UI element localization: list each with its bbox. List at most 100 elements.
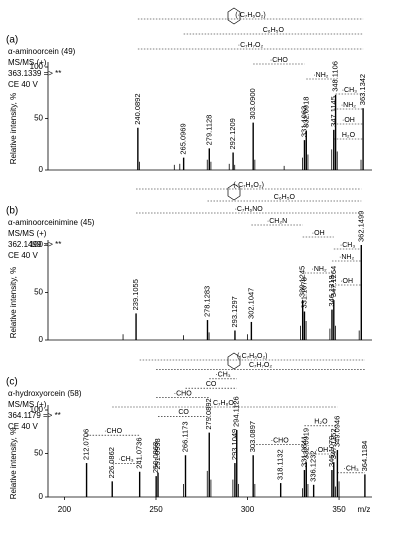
y-axis-title: Relative intensity, % — [9, 93, 18, 164]
peak-label: 303.0897 — [248, 421, 257, 452]
peak-label: 364.1184 — [360, 441, 369, 472]
compound-info: α-aminoorceinimine (45) — [8, 218, 95, 227]
panel-label: (c) — [6, 377, 18, 388]
compound-info: 363.1339 => ** — [8, 69, 61, 78]
compound-info: MS/MS (+) — [8, 400, 47, 409]
peak-label: 362.1499 — [356, 211, 365, 242]
peak-label: 293.1297 — [230, 296, 239, 327]
loss-label: ·NH₂ — [339, 254, 354, 261]
peak-label: 279.1128 — [204, 115, 213, 146]
compound-info: α-hydroxyorcein (58) — [8, 389, 82, 398]
compound-info: 362.1499 => ** — [8, 240, 61, 249]
peak-label: 331.1063 — [299, 106, 308, 137]
x-tick-label: 250 — [149, 505, 163, 514]
loss-label: C₆H₅O — [274, 194, 296, 201]
loss-label: C₆H₅O — [263, 27, 285, 34]
compound-info: MS/MS (+) — [8, 229, 47, 238]
loss-label: ·CH₂N — [267, 218, 287, 225]
compound-info: CE 40 V — [8, 80, 38, 89]
peak-label: 226.0862 — [107, 447, 116, 478]
loss-label: (·C₇H₆O₂) — [237, 353, 268, 360]
loss-label: H₂O — [314, 419, 328, 426]
loss-label: (·C₇H₆O₂) — [235, 12, 266, 19]
peak-label: 278.1283 — [202, 286, 211, 317]
peak-label: 240.0892 — [133, 93, 142, 124]
peak-label: 336.1232 — [309, 451, 318, 482]
compound-info: α-aminoorcein (49) — [8, 47, 76, 56]
peak-label: 293.1049 — [230, 429, 239, 460]
compound-info: 364.1179 => ** — [8, 411, 61, 420]
peak-label: 346.1318 — [327, 275, 336, 306]
y-tick-label: 0 — [39, 492, 44, 501]
loss-label: ·OH — [342, 117, 355, 124]
structure-icon — [227, 7, 241, 370]
loss-label: ·C₇H₆NO — [235, 206, 264, 213]
loss-label: C₇H₇O₂ — [249, 362, 272, 369]
y-tick-label: 50 — [34, 288, 43, 297]
peak-label: 250.0868 — [151, 442, 160, 473]
peak-label: 294.1126 — [232, 396, 241, 427]
peak-label: 265.0969 — [179, 123, 188, 154]
peak-label: 332.0918 — [301, 97, 310, 128]
x-tick-label: 200 — [58, 505, 72, 514]
loss-label: ·NH₂ — [341, 102, 356, 109]
panel-label: (b) — [6, 206, 18, 217]
loss-label: (·C₇H₆O₂) — [233, 182, 264, 189]
loss-label: ·CH₃ — [343, 466, 358, 473]
peak-label: 302.1047 — [246, 288, 255, 319]
loss-label: ·C₇H₇O₂ — [238, 42, 264, 49]
peak-label: 303.0900 — [248, 88, 257, 119]
y-axis-title: Relative intensity, % — [9, 267, 18, 338]
loss-label: ·CHO — [174, 390, 192, 397]
loss-label: ·CH₃ — [118, 456, 133, 463]
peak-label: 331.0841 — [299, 436, 308, 467]
compound-info: CE 40 V — [8, 422, 38, 431]
loss-label: ·CH₃ — [340, 242, 355, 249]
y-axis-title: Relative intensity, % — [9, 428, 18, 499]
y-tick-label: 100 — [30, 405, 44, 414]
y-tick-label: 100 — [30, 240, 44, 249]
peak-label: 292.1209 — [228, 118, 237, 149]
peak-label: 266.1173 — [180, 422, 189, 453]
panel-label: (a) — [6, 35, 18, 46]
loss-label: ·CH₃ — [215, 372, 230, 379]
peak-label: 241.0736 — [135, 437, 144, 468]
loss-label: ·OH — [340, 278, 353, 285]
peak-label: 212.0706 — [82, 429, 91, 460]
peak-label: 330.1245 — [298, 266, 307, 297]
loss-label: ·NH₂ — [313, 72, 328, 79]
x-tick-label: 300 — [241, 505, 255, 514]
peak-label: 349.0946 — [332, 416, 341, 447]
loss-label: H₂O — [342, 132, 356, 139]
peak-label: 348.1106 — [331, 61, 340, 92]
loss-label: ·CHO — [104, 428, 122, 435]
peak-label: 332.0919 — [301, 428, 310, 459]
compound-info: MS/MS (+) — [8, 58, 47, 67]
peak-label: 331.1078 — [299, 277, 308, 308]
peak-label: 363.1342 — [358, 74, 367, 105]
peak-label: 347.1145 — [329, 96, 338, 127]
loss-label: CO — [206, 381, 217, 388]
loss-label: CO — [178, 409, 189, 416]
x-tick-label: 350 — [332, 505, 346, 514]
y-tick-label: 50 — [34, 449, 43, 458]
peak-label: 347.1264 — [329, 266, 338, 297]
loss-label: ·CHO — [270, 57, 288, 64]
y-tick-label: 0 — [39, 335, 44, 344]
peak-label: 251.0938 — [153, 438, 162, 469]
y-tick-label: 50 — [34, 114, 43, 123]
y-tick-label: 0 — [39, 165, 44, 174]
peak-label: 346.1079 — [327, 436, 336, 467]
peak-label: 239.1055 — [131, 279, 140, 310]
peak-label: 279.0892 — [204, 398, 213, 429]
y-tick-label: 100 — [30, 62, 44, 71]
peak-label: 318.1132 — [276, 449, 285, 480]
loss-label: ·CH₃ — [342, 87, 357, 94]
peak-label: 347.1152 — [329, 428, 338, 459]
x-axis-title: m/z — [358, 505, 371, 514]
loss-label: C₇H₆O₂ — [213, 400, 237, 407]
loss-label: ·NH₂ — [312, 266, 327, 273]
loss-label: ·CHO — [271, 437, 289, 444]
compound-info: CE 40 V — [8, 251, 38, 260]
